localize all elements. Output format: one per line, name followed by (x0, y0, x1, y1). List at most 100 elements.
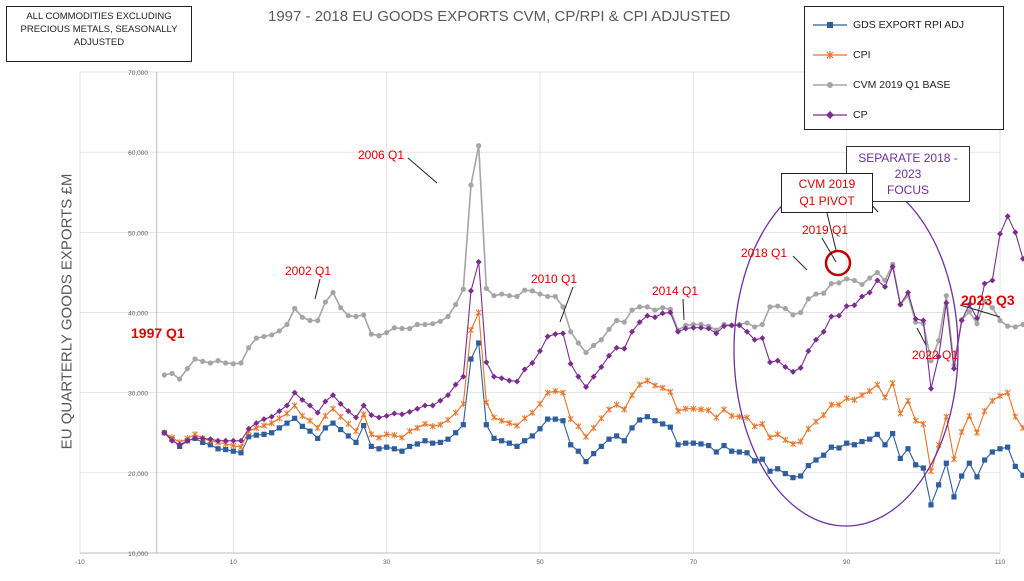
annotation-1997-q1: 1997 Q1 (131, 325, 185, 341)
data-point-cvm (752, 324, 758, 330)
data-point-gds (851, 442, 857, 448)
pivot-box: CVM 2019 Q1 PIVOT (781, 173, 873, 213)
data-point-cp (966, 301, 973, 308)
data-point-cvm (261, 333, 267, 340)
data-point-cpi (583, 433, 589, 440)
data-point-gds (790, 475, 796, 481)
data-point-gds (307, 428, 313, 434)
data-point-cp (284, 402, 290, 409)
legend-label-gds: GDS EXPORT RPI ADJ (853, 19, 965, 31)
legend-swatch-cvm (813, 82, 847, 88)
data-point-cvm (476, 143, 482, 149)
data-point-cpi (629, 391, 635, 399)
data-point-gds (345, 433, 351, 439)
data-point-cp (935, 353, 942, 360)
data-point-cvm (629, 307, 635, 313)
leader-2019 (821, 237, 837, 263)
data-point-gds (276, 425, 282, 431)
data-point-gds (292, 415, 298, 421)
data-point-cp (613, 344, 620, 351)
data-point-gds (376, 446, 382, 452)
series-cp (161, 213, 1024, 448)
data-point-cp (483, 359, 490, 366)
data-point-gds (652, 418, 658, 424)
data-point-cpi (537, 400, 543, 408)
data-point-cp (629, 328, 635, 335)
data-point-gds (391, 446, 397, 452)
data-point-gds (660, 421, 666, 427)
data-point-cvm (1020, 321, 1024, 328)
data-point-cvm (368, 331, 374, 337)
data-point-gds (974, 474, 980, 480)
data-point-cvm (552, 293, 558, 300)
data-point-cp (560, 330, 566, 337)
data-point-gds (506, 440, 512, 446)
data-point-cpi (889, 379, 896, 387)
data-point-gds (966, 460, 972, 466)
data-point-cpi (452, 409, 459, 416)
note-box: ALL COMMODITIES EXCLUDING PRECIOUS METAL… (6, 6, 192, 62)
data-point-cp (514, 378, 520, 385)
data-point-cp (498, 375, 505, 382)
data-point-cpi (268, 419, 275, 427)
data-point-cp (368, 412, 375, 419)
data-point-gds (759, 456, 765, 462)
data-point-cp (797, 364, 804, 371)
chart-title: 1997 - 2018 EU GOODS EXPORTS CVM, CP/RPI… (268, 8, 731, 25)
data-point-cpi (698, 406, 704, 413)
y-tick-label: 40,000 (128, 311, 148, 318)
data-point-cp (345, 408, 352, 415)
data-point-cpi (560, 389, 566, 396)
data-point-cp (652, 314, 658, 321)
data-point-cpi (675, 407, 681, 415)
data-point-gds (606, 436, 612, 442)
data-point-cvm (422, 321, 428, 328)
data-point-cp (981, 280, 988, 287)
data-point-gds (959, 473, 965, 479)
data-point-cpi (905, 397, 911, 404)
data-point-cp (238, 437, 244, 444)
data-point-cpi (866, 387, 873, 395)
data-point-cp (713, 330, 720, 337)
data-point-cpi (491, 414, 497, 421)
data-point-cp (215, 437, 221, 444)
data-point-cpi (1004, 389, 1011, 396)
y-tick-label: 60,000 (128, 150, 148, 157)
data-point-gds (568, 442, 574, 448)
data-point-cp (667, 309, 674, 316)
x-tick-label: 10 (230, 559, 238, 566)
data-point-cpi (330, 405, 336, 412)
data-point-cvm (483, 285, 489, 292)
data-point-gds (729, 448, 735, 454)
data-point-cp (874, 277, 881, 284)
data-point-gds (874, 431, 880, 437)
data-point-gds (200, 439, 206, 445)
data-point-cp (529, 360, 536, 367)
data-point-cp (537, 347, 543, 354)
data-point-gds (667, 424, 673, 430)
data-point-gds (299, 423, 305, 429)
data-point-cp (989, 277, 996, 284)
data-point-cvm (982, 298, 988, 304)
legend: GDS EXPORT RPI ADJ CPI CVM 2019 Q1 BASE … (804, 6, 1004, 130)
data-point-cp (422, 402, 428, 409)
data-point-cpi (238, 443, 244, 451)
data-point-cp (920, 317, 927, 324)
data-point-cpi (966, 412, 973, 420)
data-point-cvm (698, 321, 704, 328)
data-point-cvm (384, 329, 390, 336)
data-point-gds (269, 430, 275, 436)
y-tick-label: 30,000 (128, 391, 148, 398)
data-point-cpi (299, 412, 306, 420)
data-point-gds (284, 420, 290, 426)
data-point-cpi (728, 412, 735, 420)
data-point-gds (430, 440, 436, 446)
data-point-cp (383, 412, 390, 419)
data-point-cp (889, 263, 896, 270)
data-point-gds (644, 414, 650, 420)
data-point-cvm (407, 325, 413, 332)
data-point-cvm (805, 296, 811, 302)
data-point-cpi (652, 382, 658, 389)
data-point-gds (828, 444, 834, 450)
data-point-cvm (522, 287, 528, 293)
